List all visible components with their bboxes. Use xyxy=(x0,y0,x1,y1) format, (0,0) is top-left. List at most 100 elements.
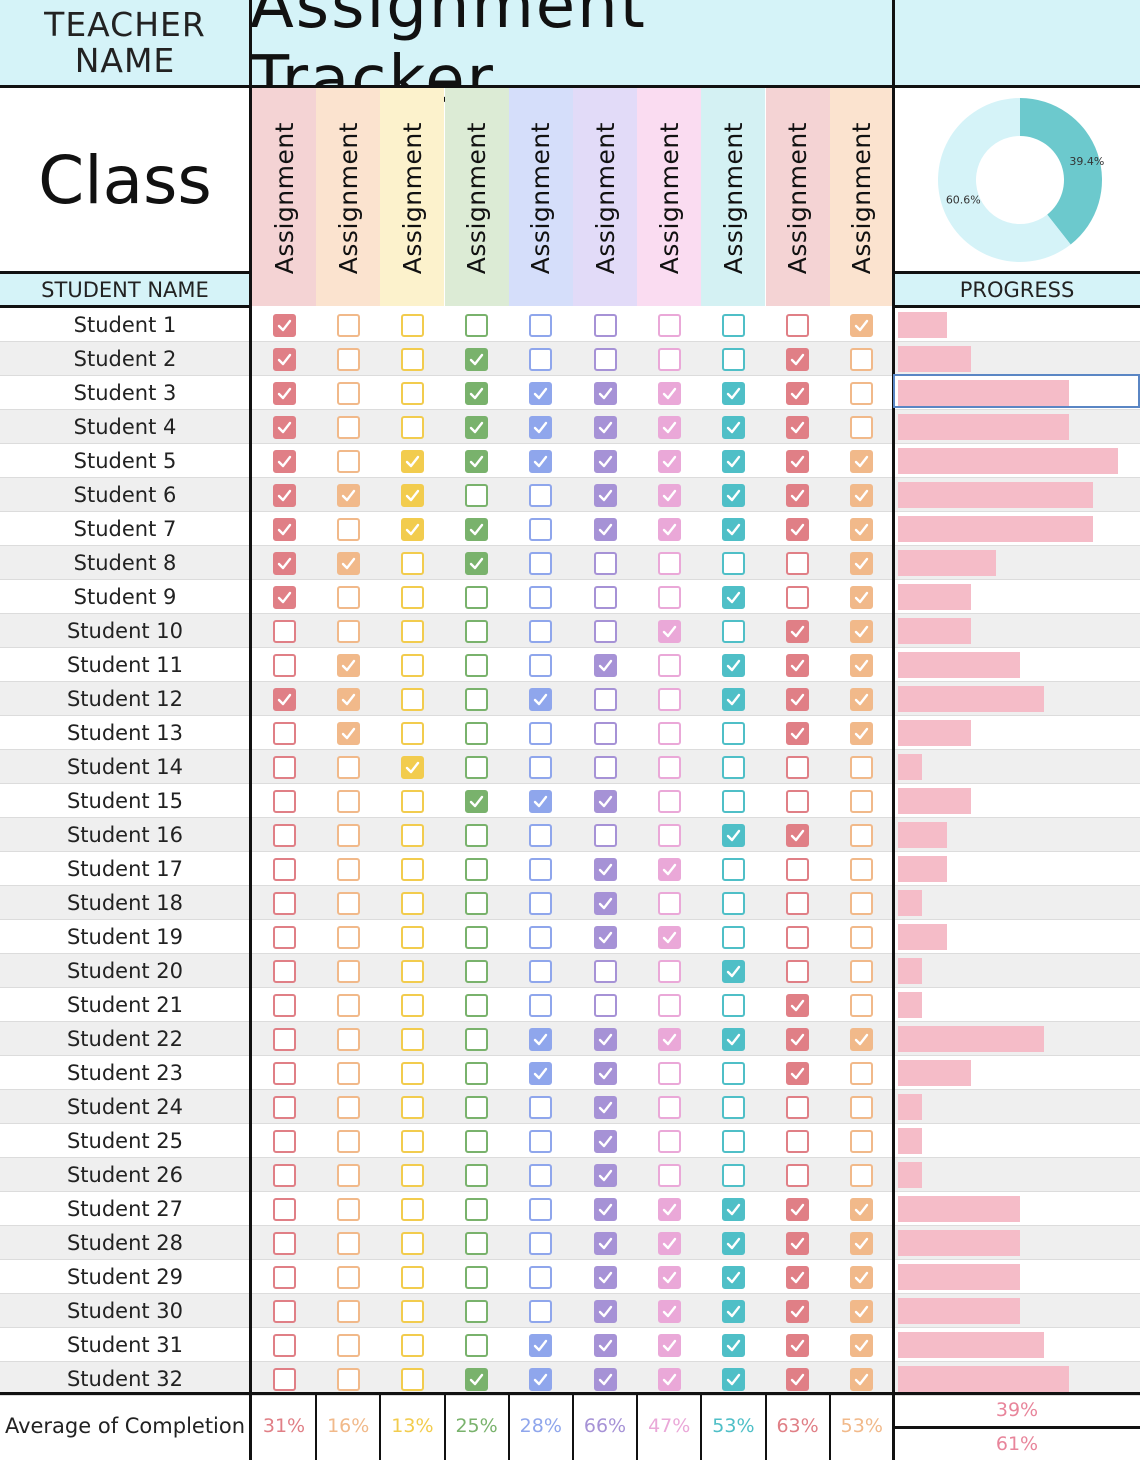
checkbox-checked[interactable] xyxy=(850,1265,874,1289)
checkbox-checked[interactable] xyxy=(657,415,681,439)
checkbox-unchecked[interactable] xyxy=(657,653,681,677)
checkbox-checked[interactable] xyxy=(465,1367,489,1391)
student-name[interactable]: Student 25 xyxy=(66,1129,184,1153)
student-name[interactable]: Student 8 xyxy=(73,551,177,575)
checkbox-unchecked[interactable] xyxy=(722,925,745,949)
student-name[interactable]: Student 1 xyxy=(73,313,177,337)
student-name[interactable]: Student 10 xyxy=(66,619,184,643)
checkbox-unchecked[interactable] xyxy=(657,347,681,371)
checkbox-unchecked[interactable] xyxy=(465,1095,489,1119)
checkbox-checked[interactable] xyxy=(722,585,745,609)
checkbox-unchecked[interactable] xyxy=(786,959,810,983)
checkbox-checked[interactable] xyxy=(786,653,810,677)
checkbox-unchecked[interactable] xyxy=(465,619,489,643)
assignment-header[interactable]: Assignment xyxy=(701,88,766,306)
checkbox-unchecked[interactable] xyxy=(529,925,553,949)
checkbox-unchecked[interactable] xyxy=(529,891,553,915)
checkbox-unchecked[interactable] xyxy=(401,1129,424,1153)
checkbox-unchecked[interactable] xyxy=(272,1299,296,1323)
checkbox-checked[interactable] xyxy=(272,381,296,405)
checkbox-unchecked[interactable] xyxy=(850,823,874,847)
checkbox-unchecked[interactable] xyxy=(401,1027,424,1051)
checkbox-checked[interactable] xyxy=(786,823,810,847)
checkbox-unchecked[interactable] xyxy=(272,823,296,847)
checkbox-unchecked[interactable] xyxy=(336,857,360,881)
checkbox-unchecked[interactable] xyxy=(465,1061,489,1085)
checkbox-unchecked[interactable] xyxy=(465,483,489,507)
checkbox-unchecked[interactable] xyxy=(529,959,553,983)
checkbox-unchecked[interactable] xyxy=(722,789,745,813)
checkbox-checked[interactable] xyxy=(657,449,681,473)
checkbox-unchecked[interactable] xyxy=(850,347,874,371)
student-name[interactable]: Student 13 xyxy=(66,721,184,745)
checkbox-unchecked[interactable] xyxy=(529,857,553,881)
checkbox-checked[interactable] xyxy=(722,517,745,541)
checkbox-checked[interactable] xyxy=(786,1061,810,1085)
checkbox-checked[interactable] xyxy=(722,415,745,439)
checkbox-unchecked[interactable] xyxy=(336,891,360,915)
checkbox-unchecked[interactable] xyxy=(529,347,553,371)
checkbox-unchecked[interactable] xyxy=(529,1095,553,1119)
checkbox-unchecked[interactable] xyxy=(722,1061,745,1085)
checkbox-checked[interactable] xyxy=(657,857,681,881)
checkbox-checked[interactable] xyxy=(786,415,810,439)
checkbox-unchecked[interactable] xyxy=(786,551,810,575)
checkbox-checked[interactable] xyxy=(593,1027,617,1051)
checkbox-unchecked[interactable] xyxy=(401,347,424,371)
checkbox-unchecked[interactable] xyxy=(465,1129,489,1153)
checkbox-unchecked[interactable] xyxy=(465,755,489,779)
checkbox-checked[interactable] xyxy=(850,619,874,643)
checkbox-unchecked[interactable] xyxy=(722,551,745,575)
checkbox-unchecked[interactable] xyxy=(722,721,745,745)
checkbox-unchecked[interactable] xyxy=(465,1265,489,1289)
checkbox-unchecked[interactable] xyxy=(465,687,489,711)
checkbox-checked[interactable] xyxy=(786,1197,810,1221)
checkbox-unchecked[interactable] xyxy=(336,585,360,609)
checkbox-checked[interactable] xyxy=(593,925,617,949)
checkbox-unchecked[interactable] xyxy=(272,1333,296,1357)
checkbox-unchecked[interactable] xyxy=(657,313,681,337)
checkbox-checked[interactable] xyxy=(657,381,681,405)
checkbox-unchecked[interactable] xyxy=(336,619,360,643)
student-name[interactable]: Student 12 xyxy=(66,687,184,711)
checkbox-checked[interactable] xyxy=(529,381,553,405)
student-name[interactable]: Student 22 xyxy=(66,1027,184,1051)
checkbox-unchecked[interactable] xyxy=(529,619,553,643)
checkbox-unchecked[interactable] xyxy=(786,313,810,337)
checkbox-checked[interactable] xyxy=(850,653,874,677)
checkbox-checked[interactable] xyxy=(593,1231,617,1255)
checkbox-unchecked[interactable] xyxy=(465,925,489,949)
checkbox-unchecked[interactable] xyxy=(657,721,681,745)
checkbox-unchecked[interactable] xyxy=(401,687,424,711)
checkbox-unchecked[interactable] xyxy=(529,1299,553,1323)
checkbox-unchecked[interactable] xyxy=(272,1197,296,1221)
checkbox-checked[interactable] xyxy=(722,687,745,711)
checkbox-unchecked[interactable] xyxy=(336,1333,360,1357)
checkbox-checked[interactable] xyxy=(657,1197,681,1221)
checkbox-unchecked[interactable] xyxy=(593,687,617,711)
checkbox-unchecked[interactable] xyxy=(272,789,296,813)
checkbox-unchecked[interactable] xyxy=(336,347,360,371)
checkbox-unchecked[interactable] xyxy=(272,1367,296,1391)
checkbox-unchecked[interactable] xyxy=(529,1129,553,1153)
checkbox-unchecked[interactable] xyxy=(272,1265,296,1289)
checkbox-unchecked[interactable] xyxy=(529,993,553,1017)
checkbox-checked[interactable] xyxy=(593,1163,617,1187)
checkbox-unchecked[interactable] xyxy=(786,1129,810,1153)
checkbox-checked[interactable] xyxy=(272,551,296,575)
checkbox-checked[interactable] xyxy=(593,1299,617,1323)
checkbox-unchecked[interactable] xyxy=(657,755,681,779)
checkbox-checked[interactable] xyxy=(593,1333,617,1357)
checkbox-checked[interactable] xyxy=(722,1299,745,1323)
checkbox-unchecked[interactable] xyxy=(722,993,745,1017)
assignment-header[interactable]: Assignment xyxy=(444,88,509,306)
checkbox-unchecked[interactable] xyxy=(336,1299,360,1323)
checkbox-unchecked[interactable] xyxy=(850,381,874,405)
checkbox-checked[interactable] xyxy=(401,449,424,473)
checkbox-unchecked[interactable] xyxy=(336,925,360,949)
checkbox-unchecked[interactable] xyxy=(593,755,617,779)
checkbox-unchecked[interactable] xyxy=(722,1163,745,1187)
checkbox-unchecked[interactable] xyxy=(850,925,874,949)
checkbox-unchecked[interactable] xyxy=(850,993,874,1017)
checkbox-unchecked[interactable] xyxy=(529,483,553,507)
